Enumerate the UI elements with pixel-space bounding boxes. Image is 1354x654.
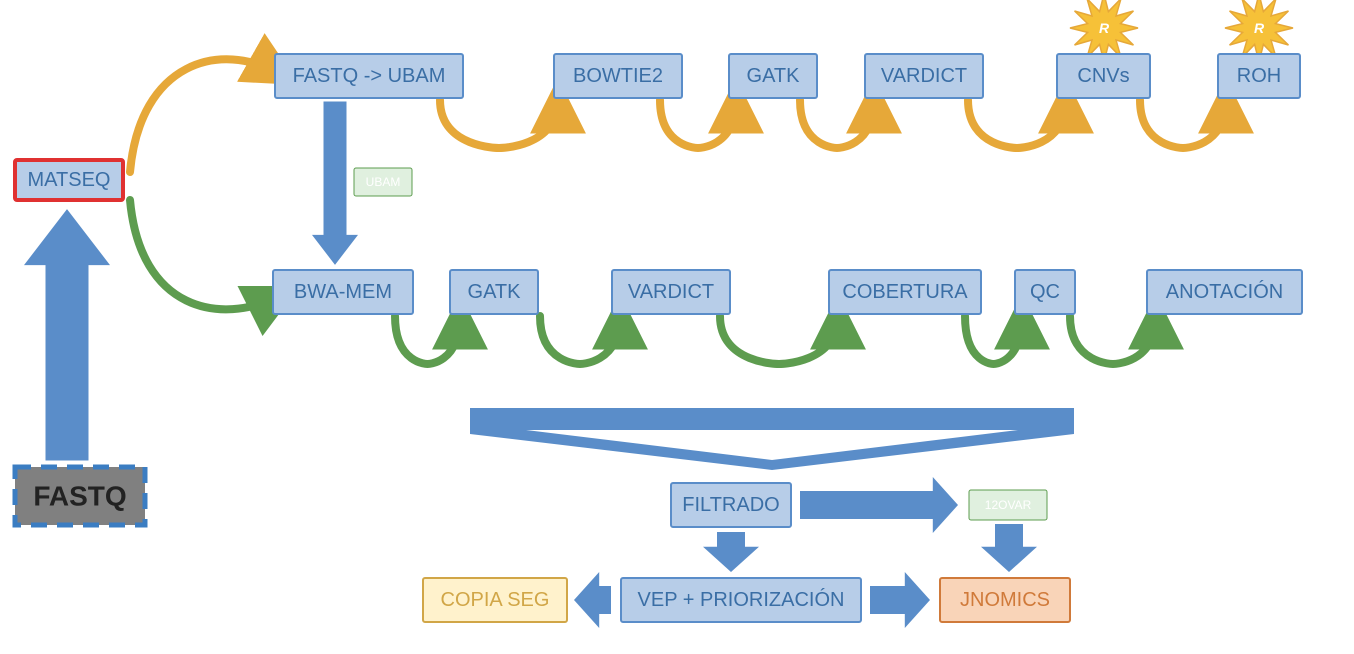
box-label-anotacion: ANOTACIÓN bbox=[1166, 280, 1283, 303]
box-matseq: MATSEQ bbox=[15, 160, 123, 200]
box-label-vardict1: VARDICT bbox=[881, 65, 967, 87]
box-bowtie2: BOWTIE2 bbox=[554, 54, 682, 98]
small-arrow-4 bbox=[870, 572, 930, 628]
box-label-i2ovar: 12OVAR bbox=[985, 498, 1032, 512]
curved-arrow bbox=[968, 100, 1066, 148]
box-label-cnvs: CNVs bbox=[1077, 65, 1129, 87]
small-arrow-3 bbox=[574, 572, 611, 628]
box-i2ovar: 12OVAR bbox=[969, 490, 1047, 520]
box-filtrado: FILTRADO bbox=[671, 483, 791, 527]
box-vardict1: VARDICT bbox=[865, 54, 983, 98]
burst-0: R bbox=[1070, 0, 1138, 62]
small-arrow-1 bbox=[703, 532, 759, 572]
box-label-fastq_ubam: FASTQ -> UBAM bbox=[293, 65, 446, 87]
box-label-bowtie2: BOWTIE2 bbox=[573, 65, 663, 87]
box-label-gatk1: GATK bbox=[747, 65, 801, 87]
box-label-filtrado: FILTRADO bbox=[682, 494, 779, 516]
small-arrow-0 bbox=[800, 477, 958, 533]
box-label-gatk2: GATK bbox=[468, 281, 522, 303]
curved-arrow bbox=[130, 59, 280, 172]
box-cobertura: COBERTURA bbox=[829, 270, 981, 314]
box-vep: VEP + PRIORIZACIÓN bbox=[621, 578, 861, 622]
curved-arrow bbox=[395, 316, 460, 364]
box-qc: QC bbox=[1015, 270, 1075, 314]
curved-arrow bbox=[800, 100, 874, 148]
box-label-fastq_dash: FASTQ bbox=[33, 481, 126, 512]
box-fastq_dash: FASTQ bbox=[15, 467, 145, 525]
curved-arrow bbox=[1140, 100, 1226, 148]
box-fastq_ubam: FASTQ -> UBAM bbox=[275, 54, 463, 98]
box-bwamem: BWA-MEM bbox=[273, 270, 413, 314]
curved-arrow bbox=[660, 100, 736, 148]
box-gatk2: GATK bbox=[450, 270, 538, 314]
curved-arrow bbox=[440, 100, 558, 148]
curved-arrow bbox=[720, 316, 838, 364]
curved-arrow bbox=[130, 200, 280, 309]
box-anotacion: ANOTACIÓN bbox=[1147, 270, 1302, 314]
box-copia: COPIA SEG bbox=[423, 578, 567, 622]
box-label-roh: ROH bbox=[1237, 65, 1281, 87]
vert-arrow-0 bbox=[25, 210, 109, 460]
box-ubam_small: UBAM bbox=[354, 168, 412, 196]
vert-arrow-1 bbox=[313, 102, 357, 264]
box-roh: ROH bbox=[1218, 54, 1300, 98]
curved-arrow bbox=[1070, 316, 1156, 364]
box-jnomics: JNOMICS bbox=[940, 578, 1070, 622]
box-label-vep: VEP + PRIORIZACIÓN bbox=[638, 588, 845, 611]
box-label-vardict2: VARDICT bbox=[628, 281, 714, 303]
box-label-jnomics: JNOMICS bbox=[960, 589, 1050, 611]
curved-arrow bbox=[965, 316, 1022, 364]
flow-diagram: R R FASTQ -> UBAM BOWTIE2 GATK VARDICT CNVs ROH… bbox=[0, 0, 1354, 649]
box-gatk1: GATK bbox=[729, 54, 817, 98]
small-arrow-2 bbox=[981, 524, 1037, 572]
box-label-copia: COPIA SEG bbox=[441, 589, 550, 611]
svg-text:R: R bbox=[1254, 20, 1265, 36]
box-cnvs: CNVs bbox=[1057, 54, 1150, 98]
box-label-cobertura: COBERTURA bbox=[842, 281, 968, 303]
burst-1: R bbox=[1225, 0, 1293, 62]
box-label-qc: QC bbox=[1030, 281, 1060, 303]
box-label-matseq: MATSEQ bbox=[28, 169, 111, 191]
curved-arrow bbox=[540, 316, 620, 364]
box-label-bwamem: BWA-MEM bbox=[294, 281, 392, 303]
svg-text:R: R bbox=[1099, 20, 1110, 36]
box-label-ubam_small: UBAM bbox=[366, 175, 401, 189]
box-vardict2: VARDICT bbox=[612, 270, 730, 314]
